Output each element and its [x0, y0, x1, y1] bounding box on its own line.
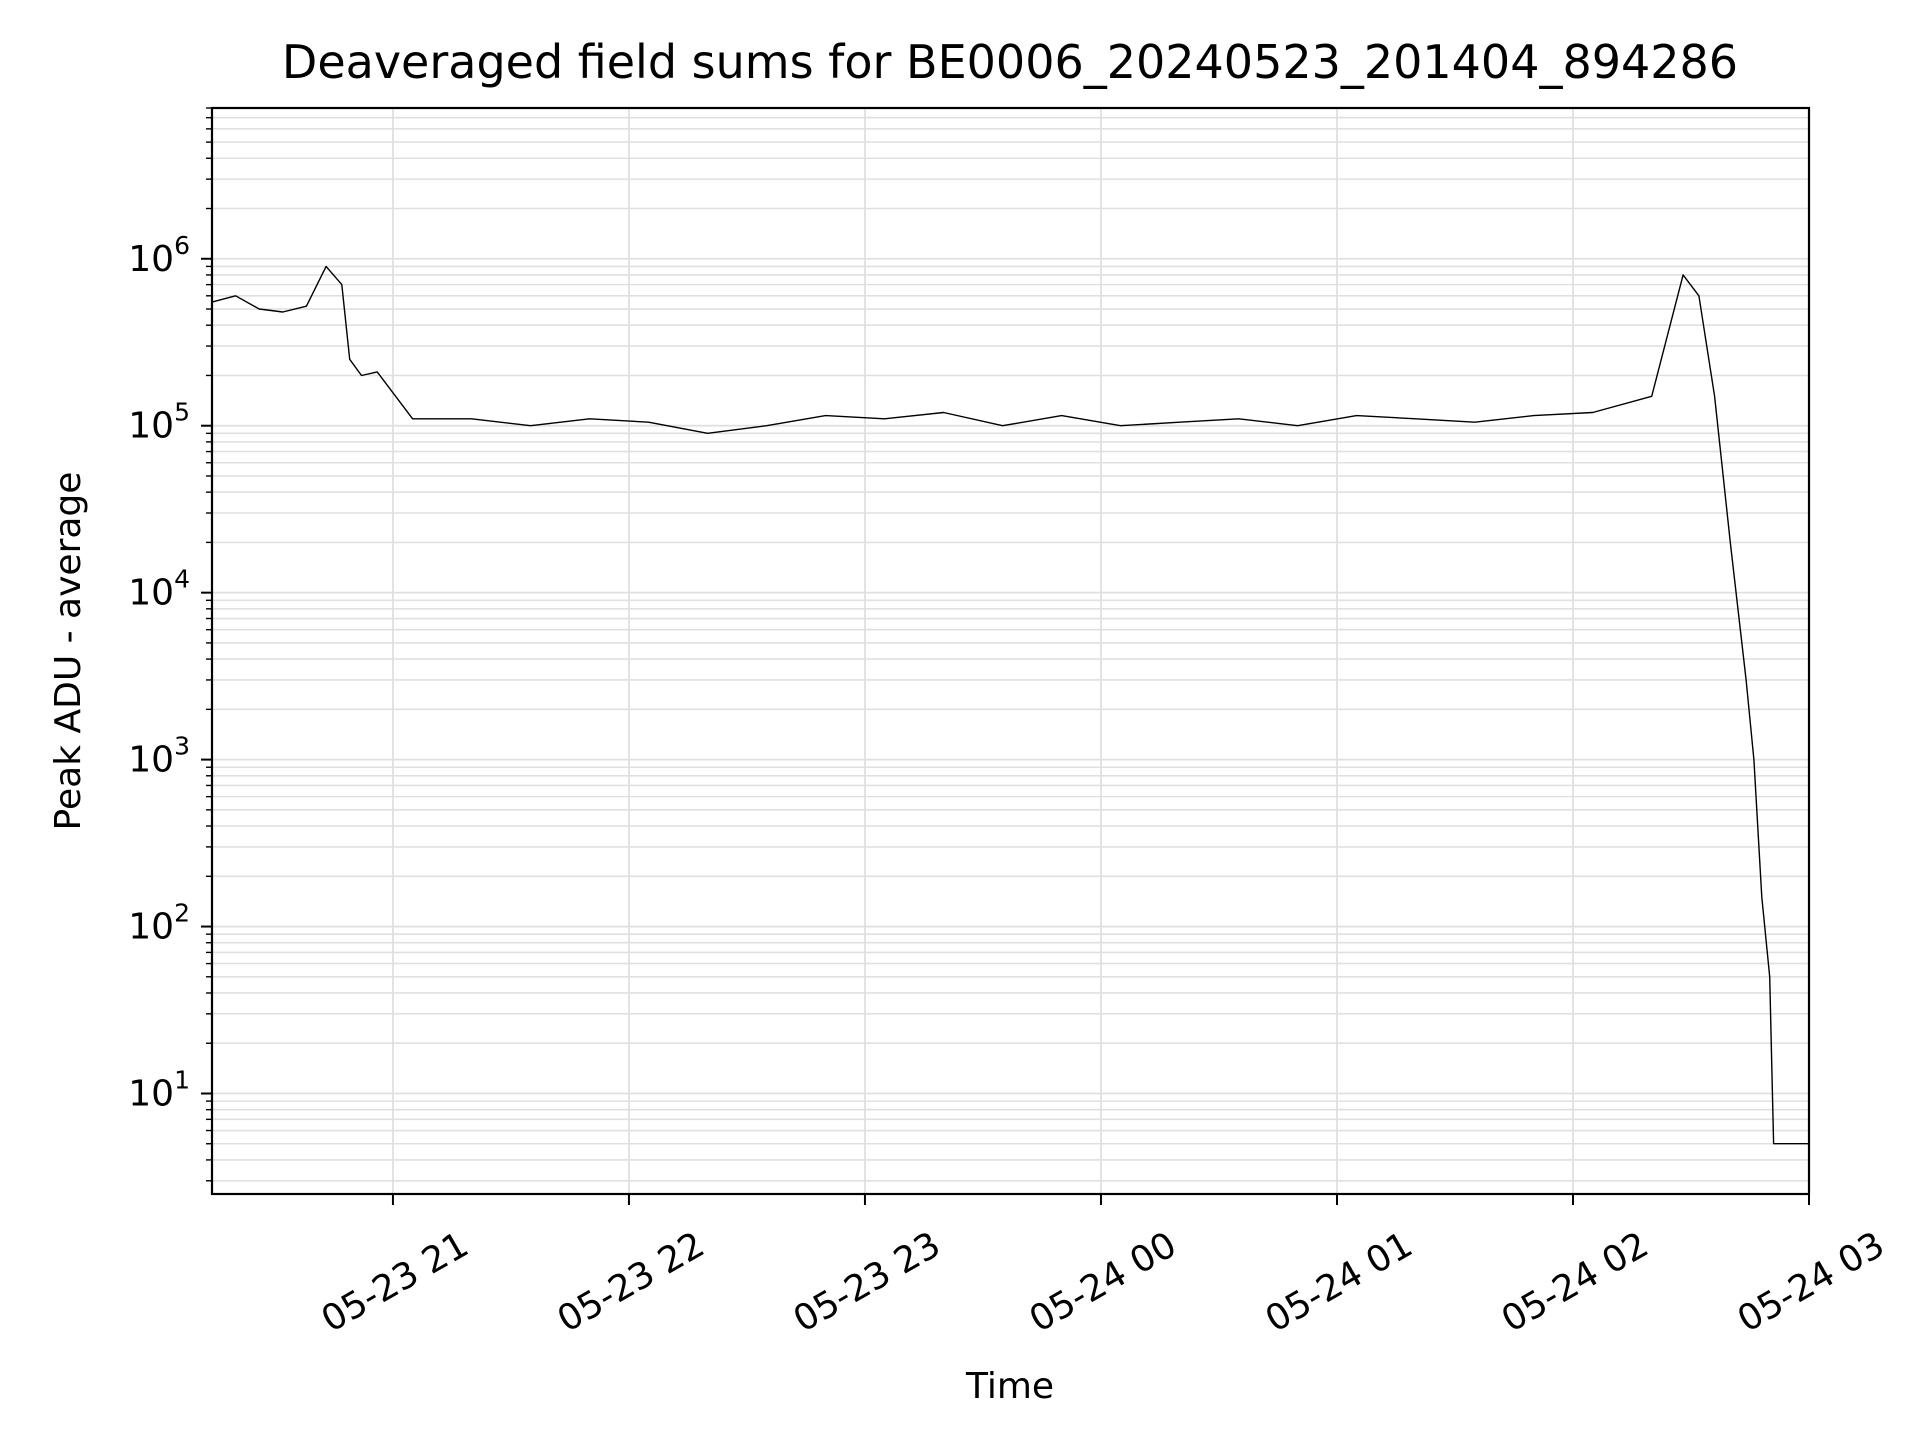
y-tick-label: 102 — [128, 899, 190, 948]
y-tick-label-base: 10 — [128, 1073, 174, 1114]
grid — [212, 107, 1810, 1194]
chart-title: Deaveraged field sums for BE0006_2024052… — [282, 35, 1738, 89]
x-tick-label: 05-23 21 — [315, 1224, 476, 1340]
y-tick-label: 106 — [128, 231, 190, 280]
y-axis-label: Peak ADU - average — [48, 472, 89, 831]
x-tick-label: 05-24 01 — [1259, 1224, 1420, 1340]
y-tick-label-exponent: 3 — [174, 732, 190, 761]
x-axis-label: Time — [965, 1366, 1054, 1407]
plot-frame — [210, 106, 1811, 1196]
x-tick-label: 05-24 02 — [1495, 1224, 1656, 1340]
x-tick-label: 05-23 22 — [551, 1224, 712, 1340]
y-tick-label: 105 — [128, 398, 190, 447]
y-tick-label-base: 10 — [128, 239, 174, 280]
y-tick-label: 104 — [128, 565, 190, 614]
y-tick-label-exponent: 4 — [174, 565, 190, 594]
y-tick-label-exponent: 6 — [174, 231, 190, 260]
y-tick-label-base: 10 — [128, 406, 174, 447]
x-tick-label: 05-24 00 — [1023, 1224, 1184, 1340]
y-tick-label-exponent: 2 — [174, 899, 190, 928]
y-tick-label-base: 10 — [128, 573, 174, 614]
y-tick-label-exponent: 1 — [174, 1065, 190, 1094]
x-axis: 05-23 21 05-23 22 05-23 23 05-24 00 05-24 01… — [315, 1194, 1892, 1341]
y-tick-label-base: 10 — [128, 740, 174, 781]
series-line — [211, 265, 1809, 1145]
y-tick-label: 101 — [128, 1065, 190, 1114]
x-tick-label: 05-23 23 — [787, 1224, 948, 1340]
y-tick-label-base: 10 — [128, 907, 174, 948]
y-tick-label: 103 — [128, 732, 190, 781]
y-tick-label-exponent: 5 — [174, 398, 190, 427]
x-tick-label: 05-24 03 — [1731, 1224, 1892, 1340]
